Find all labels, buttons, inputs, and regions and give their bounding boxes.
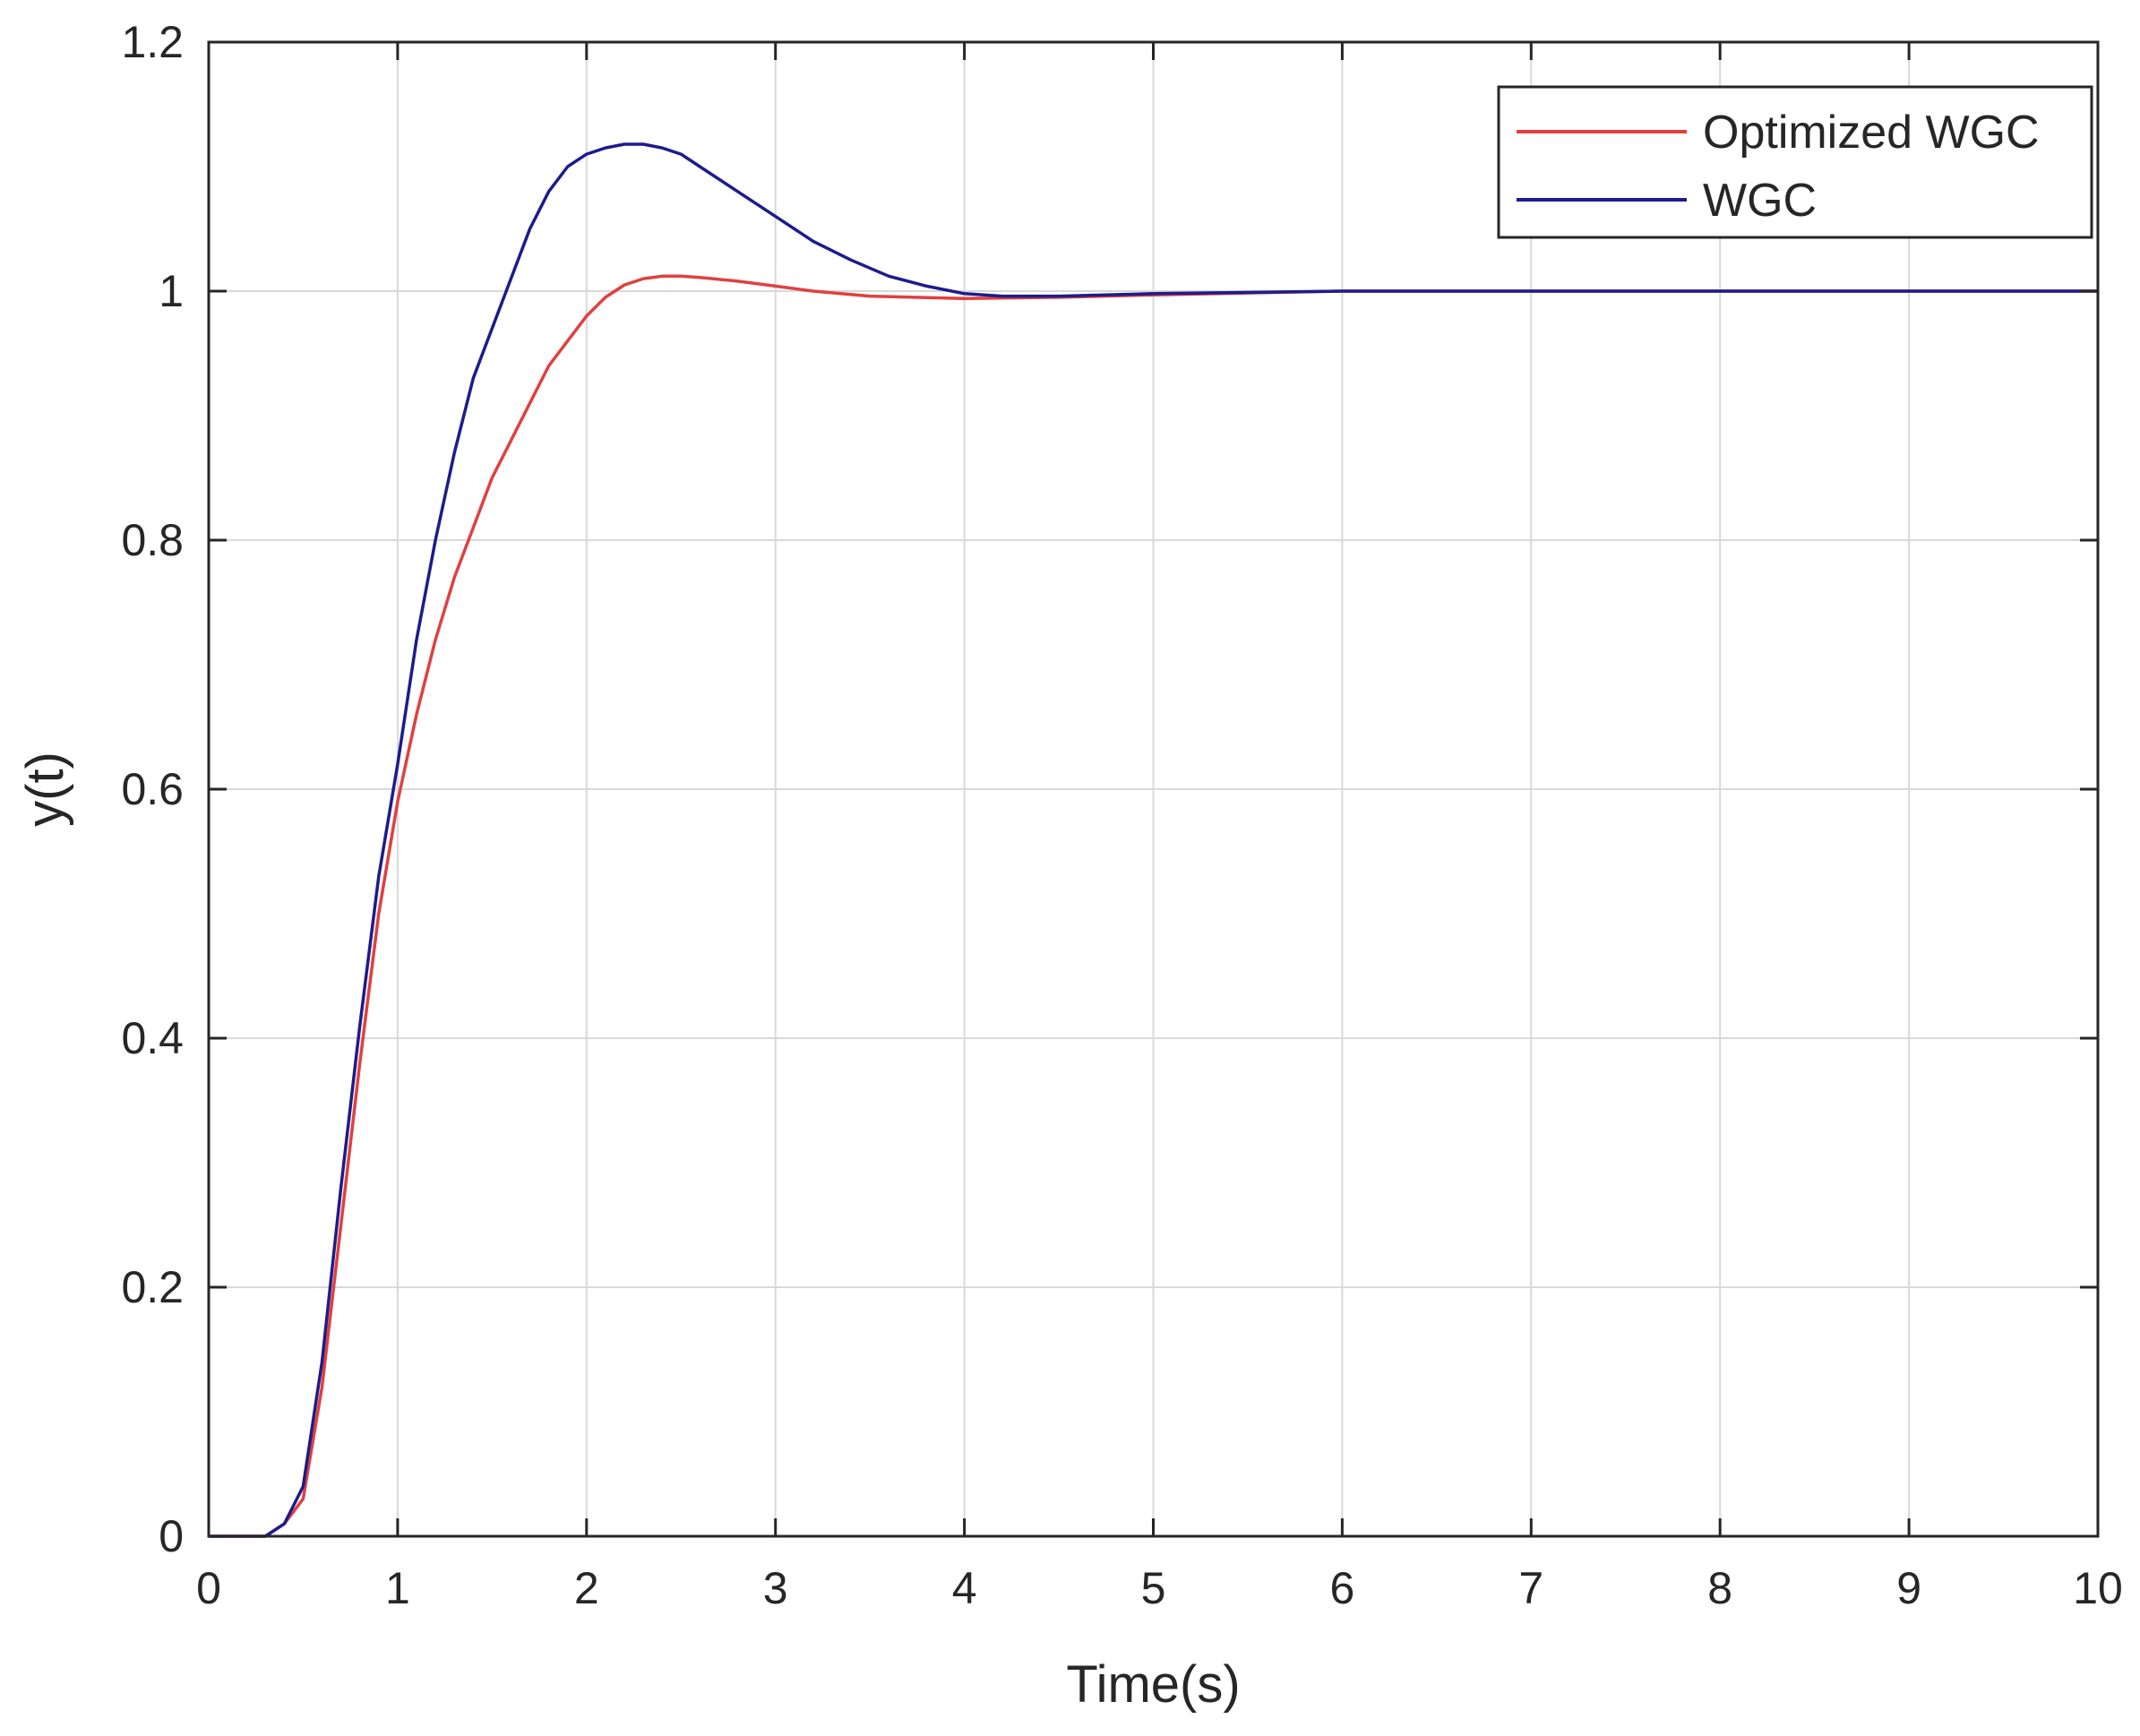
y-tick-label-1: 0.2: [121, 1262, 184, 1312]
x-tick-label-1: 1: [385, 1563, 410, 1613]
y-axis-label: y(t): [16, 752, 74, 827]
x-tick-label-5: 5: [1141, 1563, 1166, 1613]
x-tick-label-10: 10: [2073, 1563, 2123, 1613]
y-tick-label-2: 0.4: [121, 1013, 184, 1063]
series-line-1: [209, 142, 2098, 1538]
x-axis-label: Time(s): [1066, 1655, 1240, 1714]
x-tick-label-8: 8: [1707, 1563, 1732, 1613]
series-lines: [209, 142, 2098, 1538]
y-tick-label-6: 1.2: [121, 17, 184, 67]
x-tick-label-7: 7: [1518, 1563, 1543, 1613]
axes-frame: [207, 40, 2100, 1538]
x-tick-label-0: 0: [196, 1563, 221, 1613]
legend-entry-optimized-wgc: Optimized WGC: [1703, 107, 2040, 159]
tick-labels: 0 1 2 3 4 5 6 7 8 9 10 0 0.2 0.4 0.6 0.8 1 1.2: [121, 17, 2122, 1613]
y-tick-label-3: 0.6: [121, 764, 184, 814]
y-tick-label-4: 0.8: [121, 515, 184, 565]
legend: Optimized WGC WGC: [1497, 85, 2093, 239]
legend-box: [1497, 85, 2093, 239]
x-tick-label-9: 9: [1896, 1563, 1921, 1613]
legend-entry-wgc: WGC: [1703, 175, 1817, 227]
y-tick-label-0: 0: [159, 1511, 184, 1561]
x-tick-label-2: 2: [574, 1563, 599, 1613]
x-tick-label-3: 3: [763, 1563, 788, 1613]
x-tick-label-6: 6: [1329, 1563, 1354, 1613]
y-tick-label-5: 1: [159, 266, 184, 316]
x-tick-label-4: 4: [952, 1563, 977, 1613]
